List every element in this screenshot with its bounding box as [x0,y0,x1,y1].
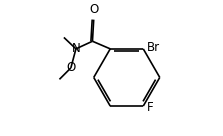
Text: N: N [72,42,80,55]
Text: O: O [89,3,98,16]
Text: Br: Br [147,41,159,54]
Text: F: F [147,101,153,114]
Text: O: O [66,61,75,74]
